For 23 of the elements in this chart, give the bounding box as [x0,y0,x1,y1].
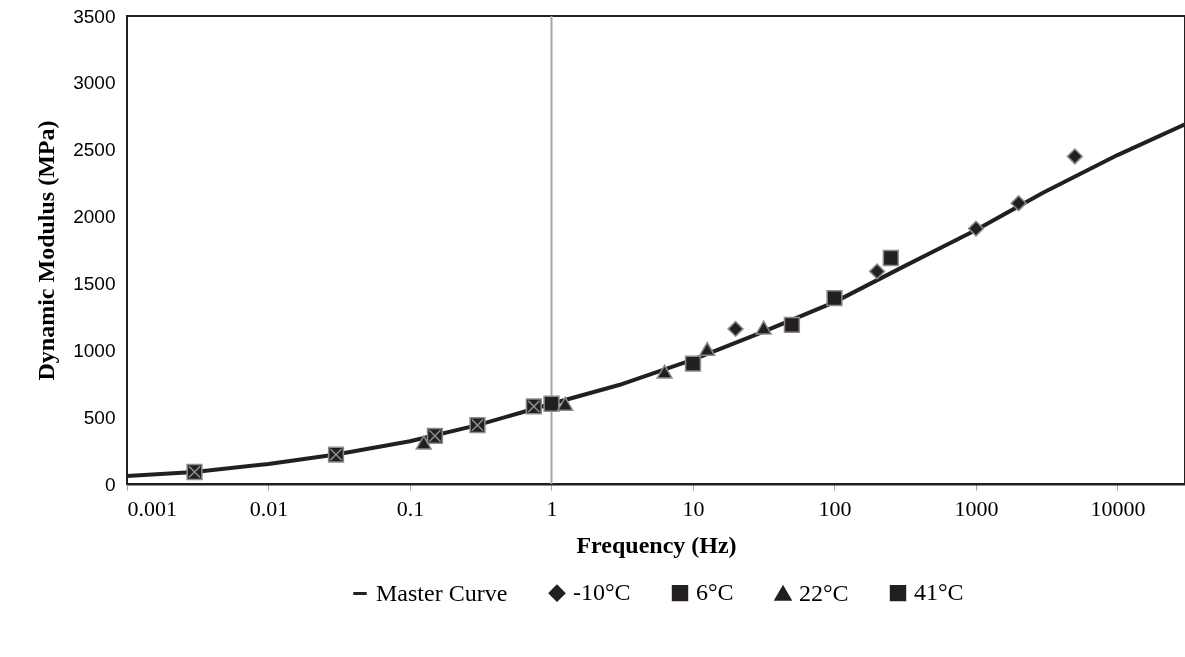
y-tick-label: 2500 [73,139,116,161]
y-tick-label: 1500 [73,272,116,294]
y-tick-label: 3500 [73,5,116,27]
x-tick-label: 0.01 [249,495,289,521]
y-tick-label: 3000 [73,72,116,94]
x-tick-label: 10000 [1090,495,1146,521]
x-tick-label: 10 [682,495,705,521]
x-tick-label: 1 [546,495,558,521]
legend-label: Master Curve [376,579,508,606]
x-tick-label: 100 [818,495,852,521]
legend-label: 41°C [914,579,964,606]
x-tick-label: 0.1 [396,495,425,521]
legend-label: 6°C [696,579,734,606]
y-tick-label: 500 [83,406,116,428]
y-tick-label: 0 [104,473,116,495]
x-axis-title: Frequency (Hz) [576,531,737,558]
x-tick-label: 0.001 [127,495,177,521]
x-tick-label: 1000 [954,495,999,521]
legend-label: 22°C [799,579,849,606]
y-tick-label: 2000 [73,206,116,228]
y-tick-label: 1000 [73,339,116,361]
y-axis-title: Dynamic Modulus (MPa) [33,120,60,381]
legend-label: -10°C [573,579,631,606]
